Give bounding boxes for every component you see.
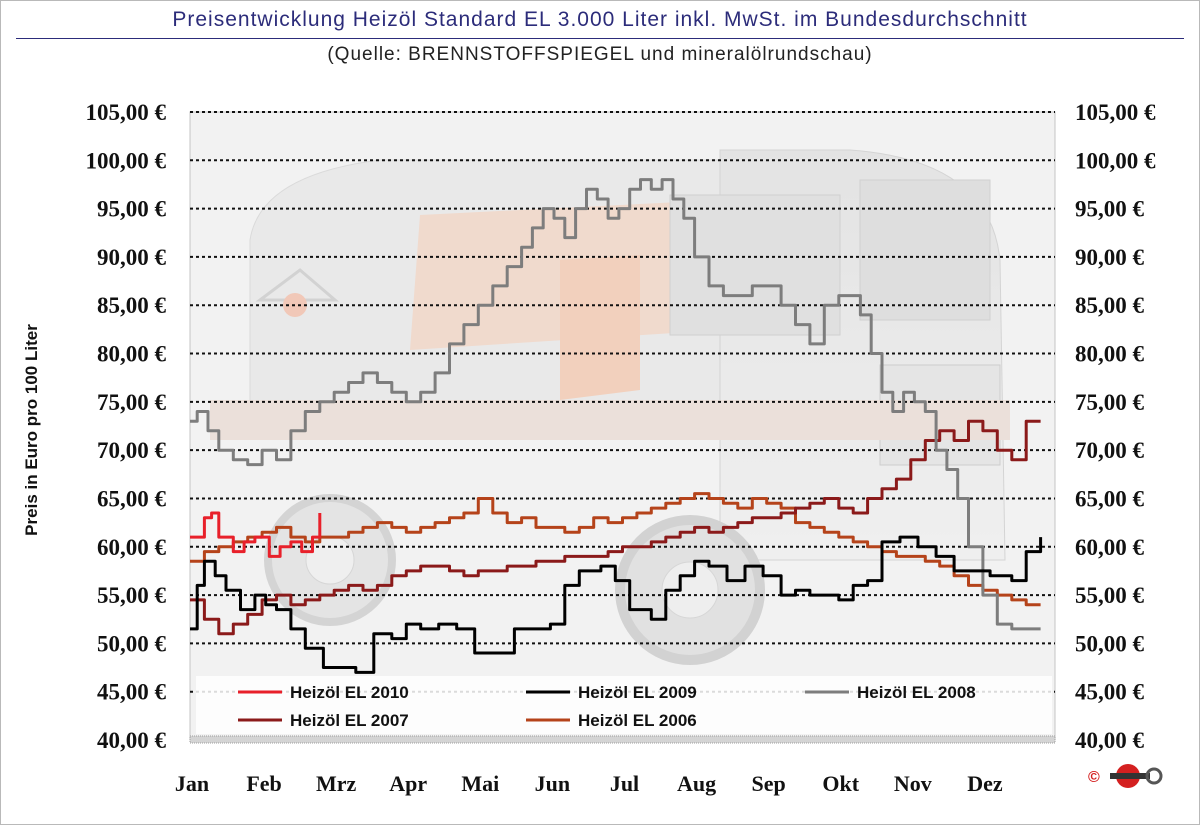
series-line-1 <box>190 535 1043 674</box>
legend-label: Heizöl EL 2009 <box>578 683 697 702</box>
y-tick-label-right: 90,00 € <box>1075 245 1145 270</box>
y-tick-label-right: 45,00 € <box>1075 680 1145 705</box>
legend-label: Heizöl EL 2008 <box>857 683 976 702</box>
legend-box <box>196 676 1052 734</box>
ceto-logo: © <box>1088 764 1163 788</box>
x-tick-label-month: Aug <box>677 771 716 796</box>
y-tick-label-left: 75,00 € <box>97 390 167 415</box>
y-axis-left: 105,00 € 100,00 € 95,00 € 90,00 € 85,00 € 80,… <box>86 100 167 753</box>
x-axis-bar <box>189 735 1056 744</box>
x-tick-label-month: Nov <box>894 771 932 796</box>
y-tick-label-left: 90,00 € <box>97 245 167 270</box>
y-tick-label-left: 50,00 € <box>97 631 167 656</box>
y-tick-label-left: 85,00 € <box>97 293 167 318</box>
y-tick-label-left: 45,00 € <box>97 680 167 705</box>
x-axis-months: Jan Feb Mrz Apr Mai Jun Jul Aug Sep Okt Nov Dez <box>175 771 1003 796</box>
y-tick-label-left: 100,00 € <box>86 148 167 173</box>
legend-label: Heizöl EL 2006 <box>578 711 697 730</box>
x-tick-label-month: Apr <box>389 771 427 796</box>
x-tick-label-month: Mrz <box>316 771 357 796</box>
series-line-0 <box>190 511 322 558</box>
legend-label: Heizöl EL 2010 <box>290 683 409 702</box>
y-tick-label-right: 85,00 € <box>1075 293 1145 318</box>
x-tick-label-month: Feb <box>246 771 281 796</box>
copyright-symbol: © <box>1088 769 1100 786</box>
y-tick-label-left: 80,00 € <box>97 342 167 367</box>
title-underline <box>16 38 1184 39</box>
y-tick-label-right: 40,00 € <box>1075 728 1145 753</box>
legend: Heizöl EL 2010 Heizöl EL 2009 Heizöl EL 20… <box>238 683 976 730</box>
y-tick-label-right: 60,00 € <box>1075 535 1145 560</box>
x-tick-label-month: Okt <box>822 771 859 796</box>
y-tick-label-right: 65,00 € <box>1075 486 1145 511</box>
chart-title: Preisentwicklung Heizöl Standard EL 3.00… <box>172 8 1028 31</box>
series-lines <box>190 178 1043 674</box>
y-axis-right: 105,00 € 100,00 € 95,00 € 90,00 € 85,00 € 80,… <box>1075 100 1156 753</box>
y-tick-label-left: 105,00 € <box>86 100 167 125</box>
y-tick-label-right: 50,00 € <box>1075 631 1145 656</box>
x-tick-label-month: Jul <box>610 771 639 796</box>
y-tick-label-right: 80,00 € <box>1075 342 1145 367</box>
chart-subtitle: (Quelle: BRENNSTOFFSPIEGEL und mineralöl… <box>327 44 873 65</box>
y-tick-label-left: 95,00 € <box>97 197 167 222</box>
background-truck-image <box>210 149 1010 665</box>
logo-ring-icon <box>1145 767 1163 785</box>
y-tick-label-left: 60,00 € <box>97 535 167 560</box>
legend-label: Heizöl EL 2007 <box>290 711 409 730</box>
series-line-4 <box>190 492 1041 607</box>
y-tick-label-left: 70,00 € <box>97 438 167 463</box>
y-tick-label-left: 55,00 € <box>97 583 167 608</box>
series-line-3 <box>190 419 1041 636</box>
y-tick-label-right: 105,00 € <box>1075 100 1156 125</box>
logo-bar-icon <box>1110 773 1150 779</box>
x-tick-label-month: Mai <box>461 771 499 796</box>
y-tick-label-left: 65,00 € <box>97 486 167 511</box>
y-tick-label-right: 95,00 € <box>1075 197 1145 222</box>
x-tick-label-month: Sep <box>752 771 786 796</box>
x-tick-label-month: Jun <box>535 771 570 796</box>
y-tick-label-right: 70,00 € <box>1075 438 1145 463</box>
y-tick-label-left: 40,00 € <box>97 728 167 753</box>
x-tick-label-month: Jan <box>175 771 209 796</box>
y-tick-label-right: 75,00 € <box>1075 390 1145 415</box>
series-line-2 <box>190 178 1041 631</box>
x-tick-label-month: Dez <box>967 771 1003 796</box>
y-tick-label-right: 100,00 € <box>1075 148 1156 173</box>
y-tick-label-right: 55,00 € <box>1075 583 1145 608</box>
